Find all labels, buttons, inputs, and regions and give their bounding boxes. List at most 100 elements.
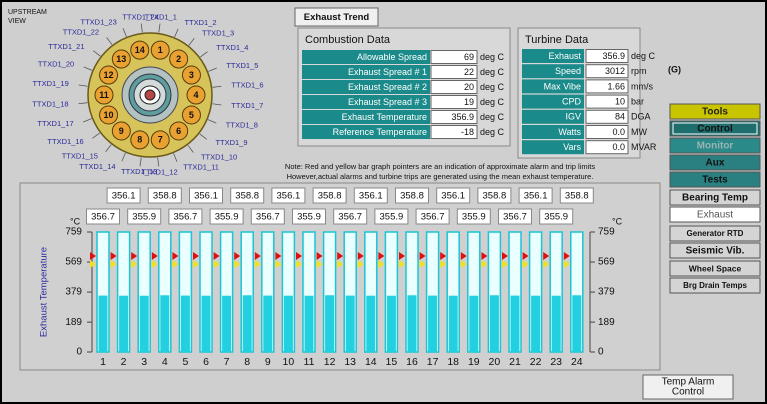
row-label-bg [302, 125, 430, 139]
sensor-lead [93, 50, 101, 57]
chamber-number: 11 [99, 90, 109, 100]
nav-button[interactable] [669, 120, 761, 137]
limit-pointer [502, 260, 508, 269]
chamber-number: 6 [176, 126, 181, 136]
sensor-lead [83, 118, 92, 123]
chamber [169, 121, 189, 141]
nav-button[interactable] [669, 154, 761, 171]
x-tick-label: 6 [203, 356, 209, 368]
bar [180, 295, 190, 352]
row-label: Exhaust Spread # 2 [348, 82, 427, 92]
bar [160, 295, 170, 352]
sensor-lead [199, 133, 207, 140]
exhaust-trend-button[interactable] [294, 7, 379, 27]
limit-pointer [254, 260, 261, 269]
value-box [86, 208, 120, 225]
value-label: 355.9 [215, 212, 239, 223]
row-value: 10 [615, 96, 625, 106]
sensor-label: TTXD1_11 [183, 162, 219, 171]
limit-pointer [440, 260, 447, 269]
value-box [585, 140, 629, 155]
nav-button[interactable] [669, 137, 761, 154]
value-label: 356.7 [421, 212, 445, 223]
row-value: 0.0 [612, 142, 625, 152]
value-box [539, 208, 574, 225]
row-label: Vars [563, 142, 581, 152]
value-box [585, 94, 629, 109]
note: Note: Red and yellow bar graph pointers … [285, 162, 595, 171]
chamber-number: 7 [158, 135, 163, 145]
row-unit: deg C [480, 97, 505, 107]
row-unit: bar [631, 96, 644, 106]
bar [366, 295, 376, 352]
limit-pointer [213, 260, 220, 269]
sensor-label: TTXD1_5 [226, 61, 258, 70]
bar [448, 295, 458, 352]
row-value: 3012 [605, 66, 625, 76]
x-tick-label: 17 [427, 356, 439, 368]
sensor-label: TTXD1_19 [32, 79, 68, 88]
row-unit: deg C [480, 52, 505, 62]
value-label: 355.9 [132, 212, 156, 223]
limit-pointer [440, 252, 447, 261]
limit-pointer [378, 260, 385, 269]
nav-label: Monitor [697, 141, 734, 152]
limit-pointer [193, 252, 199, 261]
row-label: Exhaust Temperature [342, 112, 427, 122]
sensor-label: TTXD1_7 [231, 101, 263, 110]
nav-button[interactable] [669, 206, 761, 223]
bar [201, 295, 211, 352]
value-label: 358.8 [318, 191, 342, 202]
value-label: 358.8 [565, 191, 589, 202]
row-value: 356.9 [451, 112, 474, 122]
row-value: 0.0 [612, 127, 625, 137]
nav-button[interactable] [669, 277, 761, 294]
limit-pointer [357, 260, 364, 269]
limit-pointer [419, 260, 426, 269]
sensor-lead [140, 23, 143, 33]
sensor-label: TTXD1_6 [231, 80, 263, 89]
row-label-bg [522, 140, 584, 155]
nav-button[interactable] [669, 225, 761, 242]
chamber-number: 13 [116, 54, 126, 64]
y-tick-label: 189 [598, 317, 615, 328]
value-box [430, 80, 478, 94]
limit-pointer [296, 252, 302, 261]
unit-group: (G) [668, 64, 681, 74]
sensor-lead [212, 103, 222, 106]
nav-label: Aux [706, 158, 725, 169]
nav-button[interactable] [669, 189, 761, 206]
nav-button[interactable] [669, 260, 761, 277]
row-label: Exhaust [548, 51, 581, 61]
value-box [498, 208, 532, 225]
y-tick-label: 759 [65, 227, 82, 238]
row-label: Watts [558, 127, 581, 137]
chamber [181, 105, 201, 125]
value-label: 358.8 [235, 191, 259, 202]
bar [469, 295, 479, 352]
nav-button[interactable] [669, 103, 761, 120]
value-box [518, 187, 553, 204]
nav-button[interactable] [669, 171, 761, 188]
x-tick-label: 18 [447, 356, 459, 368]
chamber [130, 40, 150, 60]
x-tick-label: 19 [468, 356, 480, 368]
temp-alarm-button[interactable] [642, 374, 734, 400]
value-label: 356.1 [194, 191, 218, 202]
bar [489, 295, 499, 352]
chamber [130, 130, 150, 150]
chamber [99, 105, 119, 125]
row-label-bg [522, 94, 584, 109]
limit-pointer [172, 260, 179, 269]
limit-pointer [90, 260, 96, 269]
nav-button[interactable] [669, 242, 761, 259]
value-box [189, 187, 223, 204]
value-label: 358.8 [400, 191, 424, 202]
sensor-lead [105, 144, 112, 152]
bar [510, 295, 520, 352]
value-box [436, 187, 471, 204]
value-label: 356.1 [441, 191, 465, 202]
row-value: -18 [461, 127, 474, 137]
chamber [181, 65, 201, 85]
